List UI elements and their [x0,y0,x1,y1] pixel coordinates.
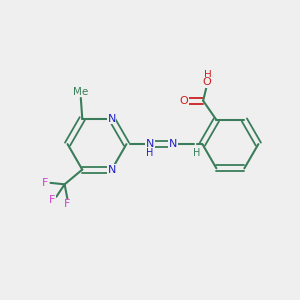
Text: N: N [107,165,116,175]
Text: F: F [49,195,55,205]
Text: F: F [42,178,49,188]
Text: O: O [202,77,211,88]
Text: N: N [169,139,177,149]
Text: N: N [146,139,154,149]
Text: H: H [193,148,200,158]
Text: H: H [146,148,154,158]
Text: H: H [204,70,212,80]
Text: Me: Me [73,86,88,97]
Text: F: F [64,199,71,209]
Text: O: O [180,96,188,106]
Text: N: N [107,114,116,124]
